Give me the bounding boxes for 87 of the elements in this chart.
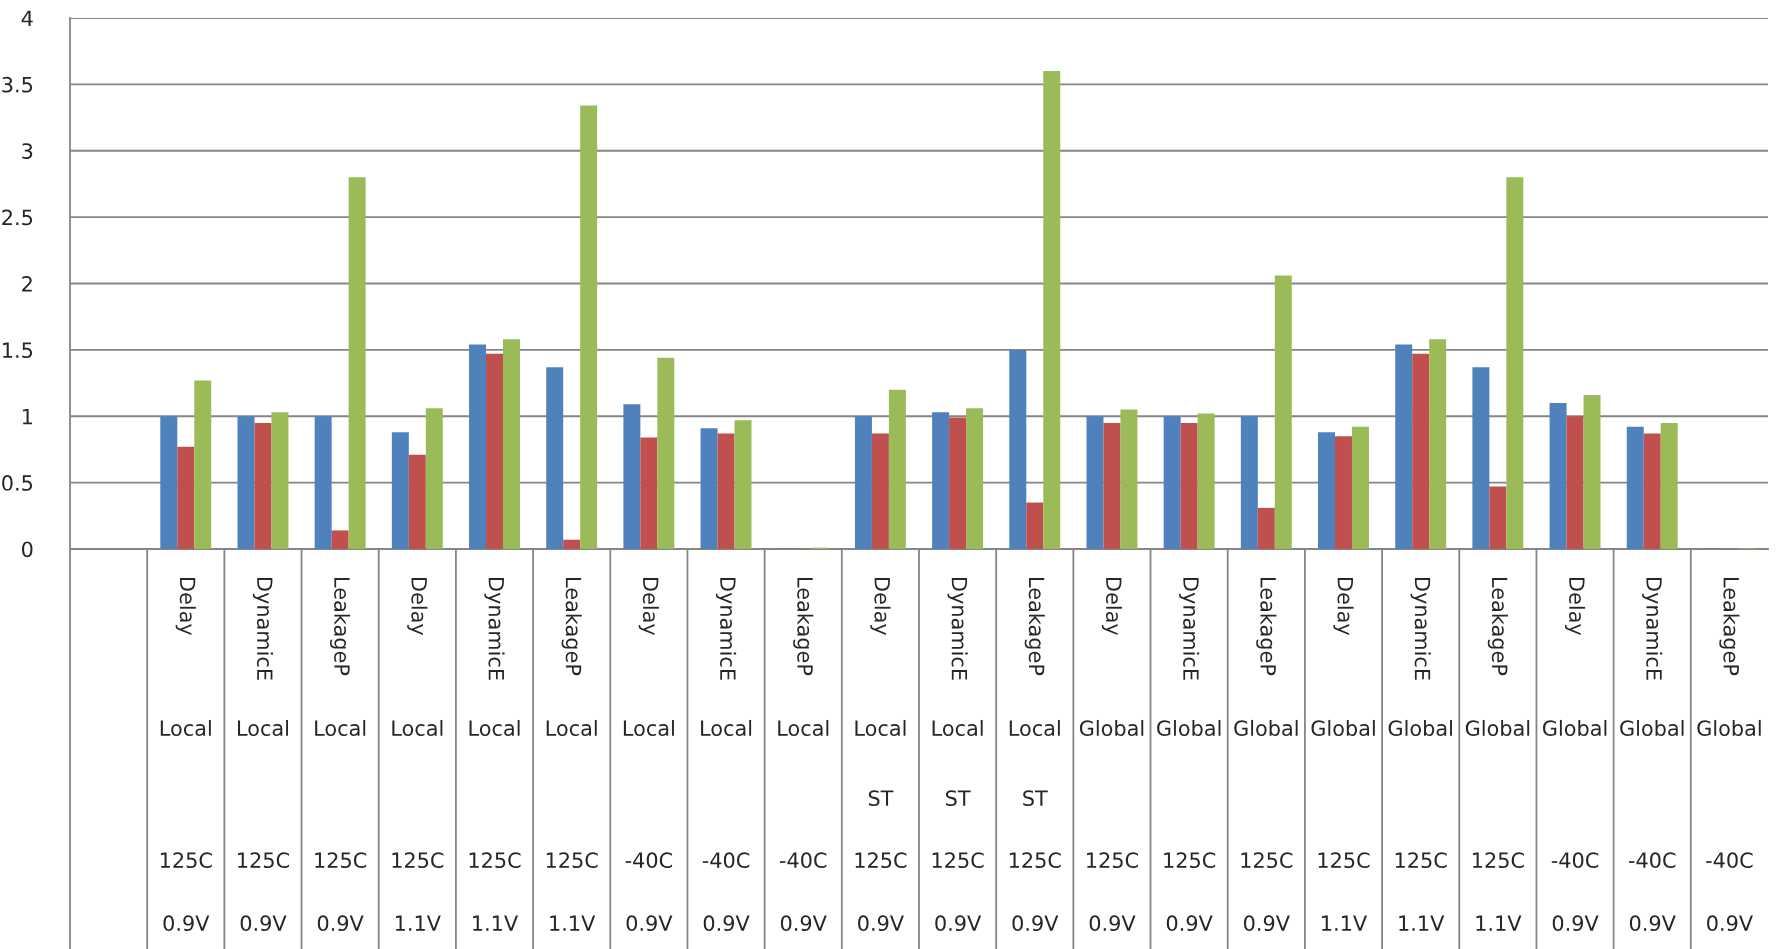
y-tick-label: 1 [22,408,32,425]
bar [1009,349,1027,549]
category-label: DynamicE Global 125C 0.9V [1157,578,1221,932]
bar [640,437,658,549]
category-label: DynamicE Local 125C 0.9V [238,578,289,932]
bar [194,380,212,549]
bar [331,530,349,549]
bar [160,416,178,549]
category-label: LeakageP Local 125C 0.9V [315,578,367,932]
bar [314,416,332,549]
bar [1257,507,1275,549]
bar [1429,339,1447,549]
y-tick-label: 0 [22,541,33,558]
category-label: LeakageP Local -40C 0.9V [778,578,829,932]
bar [348,177,366,549]
bar [1549,402,1567,549]
y-tick-label: 3.5 [2,76,33,93]
bar [854,416,872,549]
bar [425,408,443,549]
category-label: Delay Local ST 125C 0.9V [855,578,907,932]
bar [871,433,889,549]
bar [546,367,564,549]
bar [1506,177,1524,549]
category-label: Delay Local 125C 0.9V [160,578,212,932]
bar [1240,416,1258,549]
bar [932,412,950,549]
bar [469,344,487,549]
bar [1412,353,1430,549]
category-label: DynamicE Global 125C 1.1V [1388,578,1452,931]
category-label: LeakageP Local ST 125C 0.9V [1009,578,1061,932]
bar [1351,426,1369,549]
category-label: Delay Global 125C 0.9V [1079,578,1144,932]
bar [700,428,718,549]
bar [1026,502,1044,549]
bar [563,539,581,549]
bar [237,416,255,549]
bar [1043,71,1061,549]
bar [1274,275,1292,549]
bar [734,420,752,549]
category-label: Delay Global 125C 1.1V [1311,578,1375,931]
bar [1583,395,1601,549]
y-tick-label: 0.5 [2,475,33,491]
bar [1180,422,1198,549]
bar [966,408,984,549]
category-label: DynamicE Local -40C 0.9V [701,578,752,932]
bar [717,433,735,549]
bar [1489,486,1507,549]
bar [1626,426,1644,549]
bar [1163,416,1181,549]
category-label: DynamicE Global -40C 0.9V [1620,578,1684,932]
bar [1318,432,1336,549]
bar [408,454,426,549]
y-tick-label: 1.5 [3,342,33,359]
bar [177,446,195,549]
bar [657,357,675,549]
category-label: LeakageP Local 125C 1.1V [546,578,598,931]
bar [486,353,503,549]
bar [1643,433,1661,549]
bar [1197,413,1215,549]
y-tick-label: 4 [21,10,33,26]
bar [888,389,906,549]
bar [502,339,520,549]
y-tick-label: 3 [22,143,33,159]
category-label: DynamicE Local ST 125C 0.9V [932,578,984,932]
bar [1472,367,1490,549]
y-tick-label: 2 [22,275,32,292]
bar [1086,416,1104,549]
bar [580,105,598,549]
category-label: Delay Local 125C 1.1V [392,578,444,931]
bar [254,422,272,549]
category-label: Delay Global -40C 0.9V [1542,578,1607,932]
bar [1103,422,1121,549]
bar [1120,409,1138,549]
bar [623,404,641,549]
category-label: LeakageP Global 125C 1.1V [1465,578,1530,931]
y-tick-label: 2.5 [2,209,33,226]
bar [949,417,967,549]
category-label: DynamicE Local 125C 1.1V [469,578,521,931]
bar [1660,422,1678,549]
category-label: Delay Local -40C 0.9V [623,578,674,932]
bar [271,412,289,549]
bar [1335,436,1352,549]
bar [1395,344,1413,549]
bar [391,432,409,549]
bar [1566,416,1584,549]
category-label: LeakageP Global -40C 0.9V [1697,578,1761,932]
category-label: LeakageP Global 125C 0.9V [1234,578,1298,932]
